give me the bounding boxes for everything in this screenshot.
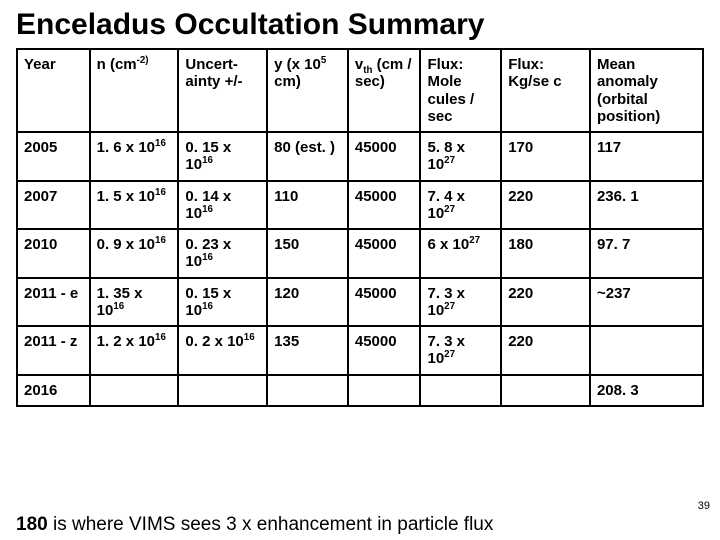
table-cell xyxy=(267,375,348,406)
page-number: 39 xyxy=(698,500,710,512)
table-cell xyxy=(420,375,501,406)
table-cell xyxy=(178,375,267,406)
slide: Enceladus Occultation Summary Year n (cm… xyxy=(0,0,720,540)
table-header-row: Year n (cm-2) Uncert-ainty +/- y (x 105 … xyxy=(17,49,703,132)
table-cell: 45000 xyxy=(348,326,421,375)
table-row: 20071. 5 x 10160. 14 x 1016110450007. 4 … xyxy=(17,181,703,230)
data-table: Year n (cm-2) Uncert-ainty +/- y (x 105 … xyxy=(16,48,704,407)
table-cell xyxy=(90,375,179,406)
table-cell xyxy=(348,375,421,406)
table-cell: 170 xyxy=(501,132,590,181)
table-cell: 2010 xyxy=(17,229,90,278)
table-cell: 2016 xyxy=(17,375,90,406)
col-header-vth: vth (cm / sec) xyxy=(348,49,421,132)
footer-note: 180 is where VIMS sees 3 x enhancement i… xyxy=(16,514,493,536)
table-row: 2011 - e1. 35 x 10160. 15 x 101612045000… xyxy=(17,278,703,327)
table-cell: 135 xyxy=(267,326,348,375)
table-cell: 1. 35 x 1016 xyxy=(90,278,179,327)
table-cell: 97. 7 xyxy=(590,229,703,278)
footer-rest: is where VIMS sees 3 x enhancement in pa… xyxy=(48,514,494,535)
footer-bold: 180 xyxy=(16,514,48,535)
table-cell: 0. 14 x 1016 xyxy=(178,181,267,230)
col-header-uncertainty: Uncert-ainty +/- xyxy=(178,49,267,132)
table-cell: 45000 xyxy=(348,229,421,278)
table-cell: 45000 xyxy=(348,278,421,327)
table-cell: 2007 xyxy=(17,181,90,230)
table-cell: 220 xyxy=(501,326,590,375)
table-cell: ~237 xyxy=(590,278,703,327)
table-row: 20100. 9 x 10160. 23 x 1016150450006 x 1… xyxy=(17,229,703,278)
col-header-flux-kg: Flux: Kg/se c xyxy=(501,49,590,132)
col-header-flux-molecules: Flux: Mole cules / sec xyxy=(420,49,501,132)
table-cell: 1. 5 x 1016 xyxy=(90,181,179,230)
table-body: 20051. 6 x 10160. 15 x 101680 (est. )450… xyxy=(17,132,703,406)
table-cell: 220 xyxy=(501,278,590,327)
col-header-year: Year xyxy=(17,49,90,132)
table-cell: 7. 4 x 1027 xyxy=(420,181,501,230)
table-cell: 0. 15 x 1016 xyxy=(178,278,267,327)
table-cell: 45000 xyxy=(348,181,421,230)
col-header-n: n (cm-2) xyxy=(90,49,179,132)
table-cell: 117 xyxy=(590,132,703,181)
table-cell: 2011 - z xyxy=(17,326,90,375)
table-cell: 120 xyxy=(267,278,348,327)
col-header-y: y (x 105 cm) xyxy=(267,49,348,132)
table-cell: 6 x 1027 xyxy=(420,229,501,278)
table-cell: 1. 6 x 1016 xyxy=(90,132,179,181)
table-cell: 7. 3 x 1027 xyxy=(420,278,501,327)
table-cell xyxy=(501,375,590,406)
table-cell: 7. 3 x 1027 xyxy=(420,326,501,375)
table-row: 2011 - z1. 2 x 10160. 2 x 1016135450007.… xyxy=(17,326,703,375)
table-cell xyxy=(590,326,703,375)
table-cell: 0. 2 x 1016 xyxy=(178,326,267,375)
table-cell: 208. 3 xyxy=(590,375,703,406)
table-cell: 0. 9 x 1016 xyxy=(90,229,179,278)
table-cell: 236. 1 xyxy=(590,181,703,230)
table-cell: 1. 2 x 1016 xyxy=(90,326,179,375)
table-cell: 150 xyxy=(267,229,348,278)
table-cell: 0. 23 x 1016 xyxy=(178,229,267,278)
table-cell: 80 (est. ) xyxy=(267,132,348,181)
table-cell: 180 xyxy=(501,229,590,278)
table-cell: 110 xyxy=(267,181,348,230)
table-cell: 2005 xyxy=(17,132,90,181)
table-cell: 5. 8 x 1027 xyxy=(420,132,501,181)
table-row: 20051. 6 x 10160. 15 x 101680 (est. )450… xyxy=(17,132,703,181)
table-cell: 220 xyxy=(501,181,590,230)
table-cell: 0. 15 x 1016 xyxy=(178,132,267,181)
table-cell: 45000 xyxy=(348,132,421,181)
page-title: Enceladus Occultation Summary xyxy=(16,8,704,42)
table-cell: 2011 - e xyxy=(17,278,90,327)
col-header-mean-anomaly: Mean anomaly (orbital position) xyxy=(590,49,703,132)
table-row: 2016 208. 3 xyxy=(17,375,703,406)
